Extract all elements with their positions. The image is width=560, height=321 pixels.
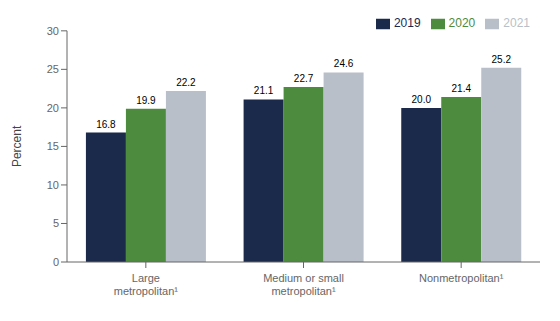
svg-text:20.0: 20.0 xyxy=(412,94,432,105)
svg-text:0: 0 xyxy=(53,256,59,268)
svg-text:Medium or smallmetropolitan¹: Medium or smallmetropolitan¹ xyxy=(263,272,344,297)
svg-text:Percent: Percent xyxy=(10,125,24,167)
html-text:2021: 2021 xyxy=(503,16,530,30)
svg-text:Largemetropolitan¹: Largemetropolitan¹ xyxy=(114,272,179,297)
svg-text:25: 25 xyxy=(47,63,59,75)
svg-text:21.4: 21.4 xyxy=(452,83,472,94)
svg-text:19.9: 19.9 xyxy=(136,95,156,106)
svg-text:16.8: 16.8 xyxy=(96,119,116,130)
svg-text:20: 20 xyxy=(47,102,59,114)
svg-text:22.2: 22.2 xyxy=(176,77,196,88)
svg-text:Nonmetropolitan¹: Nonmetropolitan¹ xyxy=(419,272,504,284)
svg-text:24.6: 24.6 xyxy=(334,58,354,69)
svg-text:10: 10 xyxy=(47,179,59,191)
svg-text:21.1: 21.1 xyxy=(254,85,274,96)
html-text:2020: 2020 xyxy=(448,16,476,30)
svg-text:15: 15 xyxy=(47,140,59,152)
svg-text:30: 30 xyxy=(47,25,59,37)
svg-text:22.7: 22.7 xyxy=(294,73,314,84)
svg-text:5: 5 xyxy=(53,217,59,229)
svg-text:25.2: 25.2 xyxy=(492,54,512,65)
html-text:2019: 2019 xyxy=(393,16,421,30)
